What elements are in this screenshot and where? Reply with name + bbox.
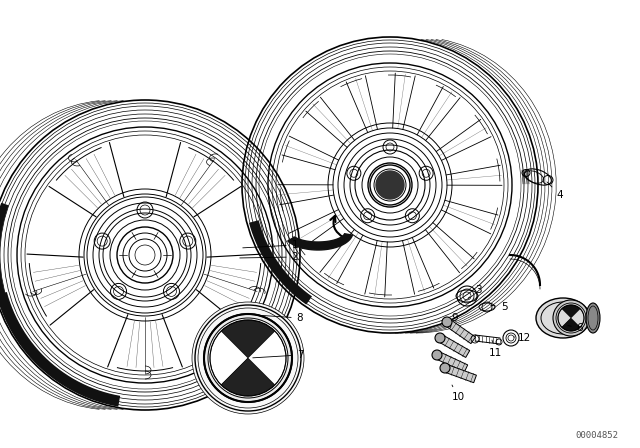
Text: 12: 12 xyxy=(514,333,531,343)
Wedge shape xyxy=(571,309,584,327)
Text: 1: 1 xyxy=(243,240,298,250)
Wedge shape xyxy=(221,320,275,358)
Text: 00004852: 00004852 xyxy=(575,431,618,440)
Circle shape xyxy=(192,302,304,414)
Circle shape xyxy=(440,363,450,373)
Ellipse shape xyxy=(536,298,590,338)
Wedge shape xyxy=(562,305,580,318)
Text: 9: 9 xyxy=(450,313,458,328)
Circle shape xyxy=(432,350,442,360)
Polygon shape xyxy=(249,220,312,305)
Text: 8: 8 xyxy=(258,313,303,323)
Polygon shape xyxy=(288,234,353,250)
Text: 11: 11 xyxy=(488,340,502,358)
Polygon shape xyxy=(444,364,476,383)
Wedge shape xyxy=(248,331,286,385)
Polygon shape xyxy=(0,202,9,307)
Wedge shape xyxy=(562,318,580,331)
Polygon shape xyxy=(0,292,120,407)
Text: 2: 2 xyxy=(240,252,298,262)
Text: 5: 5 xyxy=(491,302,508,312)
Polygon shape xyxy=(438,335,470,358)
Text: 4: 4 xyxy=(547,182,563,200)
Text: 10: 10 xyxy=(451,385,465,402)
Circle shape xyxy=(380,175,400,195)
Polygon shape xyxy=(376,171,404,199)
Ellipse shape xyxy=(586,303,600,333)
Wedge shape xyxy=(221,358,275,396)
Polygon shape xyxy=(445,319,476,344)
Polygon shape xyxy=(435,351,468,372)
Text: 3: 3 xyxy=(468,285,481,298)
Text: 6: 6 xyxy=(568,323,583,333)
Wedge shape xyxy=(558,309,571,327)
Text: 7: 7 xyxy=(253,350,303,360)
Circle shape xyxy=(435,333,445,343)
Circle shape xyxy=(442,317,452,327)
Circle shape xyxy=(553,300,589,336)
Wedge shape xyxy=(210,331,248,385)
Circle shape xyxy=(204,314,292,402)
